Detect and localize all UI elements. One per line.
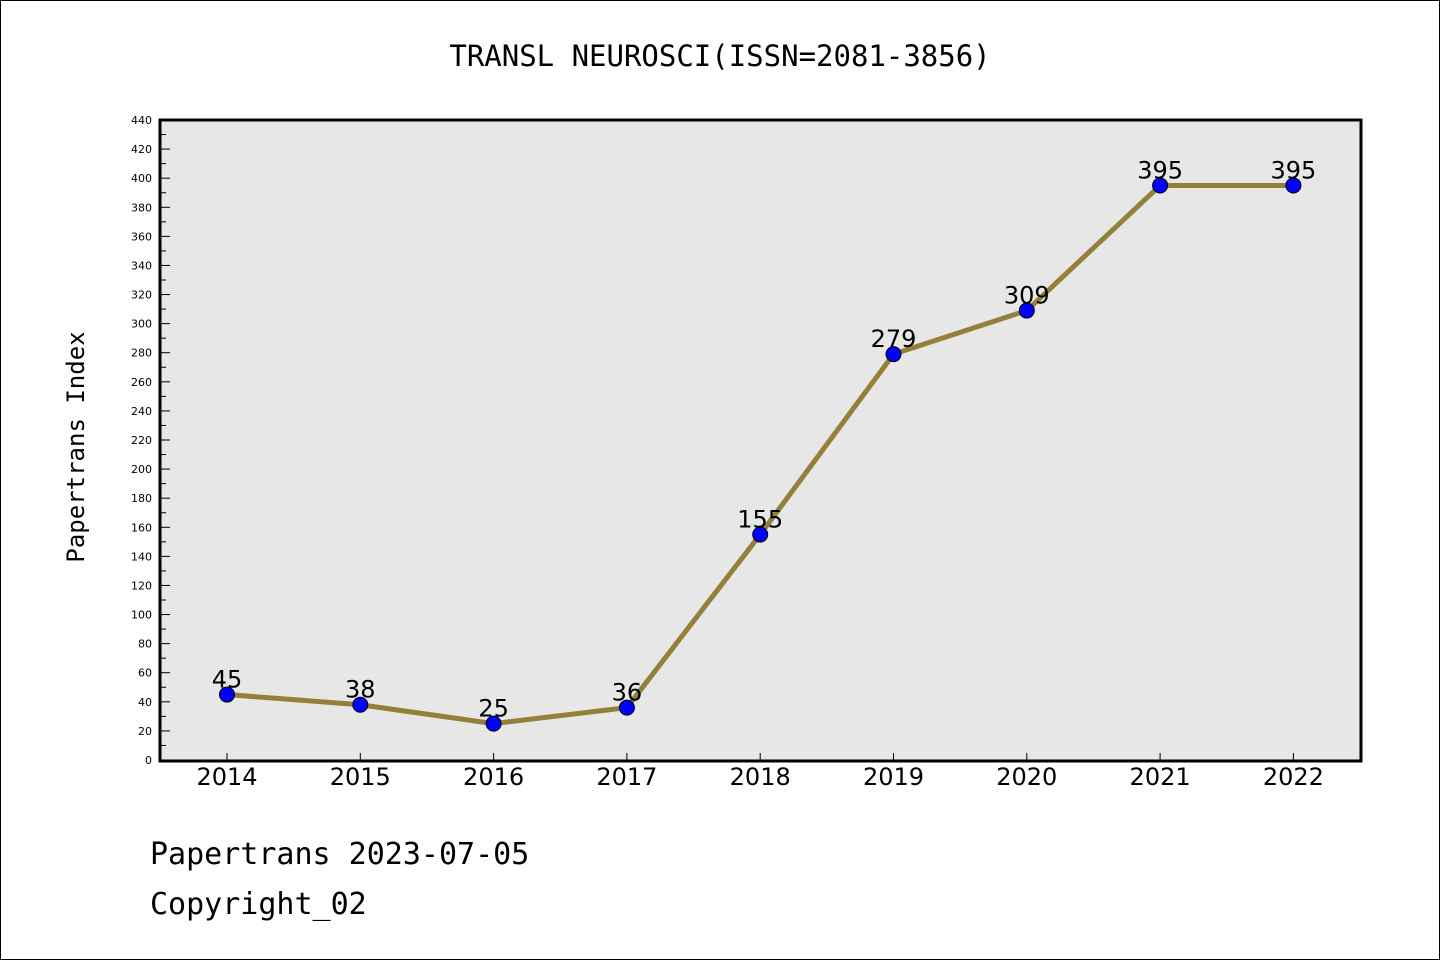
y-tick-label: 160 [131,521,152,534]
data-label: 45 [212,666,243,694]
y-tick-label: 240 [131,405,152,418]
data-point-marker [485,715,502,732]
y-tick-label: 280 [131,347,152,360]
data-label: 395 [1137,156,1183,184]
data-label: 395 [1270,156,1316,184]
y-tick-label: 0 [145,754,152,767]
footer-date: Papertrans 2023-07-05 [150,837,529,872]
data-point-marker [752,526,769,543]
y-tick-label: 20 [138,725,152,738]
x-tick-label: 2022 [1263,763,1324,791]
x-tick-label: 2021 [1130,763,1191,791]
data-point-marker [352,696,369,713]
y-tick-label: 120 [131,579,152,592]
y-tick-label: 300 [131,318,152,331]
y-tick-label: 400 [131,172,152,185]
data-label: 38 [345,676,376,704]
y-tick-label: 420 [131,143,152,156]
data-point-marker [885,346,902,363]
data-labels: 45 38 25 36 155 279 309 395 395 [212,156,1317,722]
x-tick-label: 2016 [463,763,524,791]
x-tick-label: 2015 [330,763,391,791]
y-tick-label: 260 [131,376,152,389]
data-label: 36 [612,679,643,707]
data-point-marker [1152,177,1169,194]
x-axis-ticks: 2014 2015 2016 2017 2018 2019 2020 2021 2022 [196,753,1324,791]
y-tick-label: 200 [131,463,152,476]
y-tick-label: 40 [138,696,152,709]
y-tick-label: 440 [131,114,152,127]
y-tick-label: 320 [131,289,152,302]
y-tick-label: 340 [131,259,152,272]
y-tick-label: 180 [131,492,152,505]
data-label: 155 [737,506,783,534]
chart-title: TRANSL NEUROSCI(ISSN=2081-3856) [449,39,990,73]
x-tick-label: 2018 [730,763,791,791]
y-axis-label: Papertrans Index [62,331,90,562]
y-axis-ticks: 0 20 40 60 80 100 120 140 160 180 200 220 240 260 280 3… [131,114,170,767]
data-point-marker [1285,177,1302,194]
x-tick-label: 2014 [196,763,257,791]
plot-area [158,118,1363,763]
data-label: 279 [871,325,917,353]
y-tick-label: 100 [131,609,152,622]
footer-copyright: Copyright_02 [150,887,367,922]
y-tick-label: 60 [138,667,152,680]
data-point-marker [219,686,235,703]
data-markers [219,177,1302,732]
y-tick-label: 140 [131,550,152,563]
y-tick-label: 360 [131,230,152,243]
data-label: 309 [1004,282,1050,310]
data-label: 25 [478,695,509,723]
data-point-marker [1018,302,1035,319]
y-tick-label: 80 [138,638,152,651]
data-point-marker [618,699,635,716]
x-tick-label: 2017 [596,763,657,791]
y-tick-label: 220 [131,434,152,447]
x-tick-label: 2020 [996,763,1057,791]
y-tick-label: 380 [131,201,152,214]
x-tick-label: 2019 [863,763,924,791]
